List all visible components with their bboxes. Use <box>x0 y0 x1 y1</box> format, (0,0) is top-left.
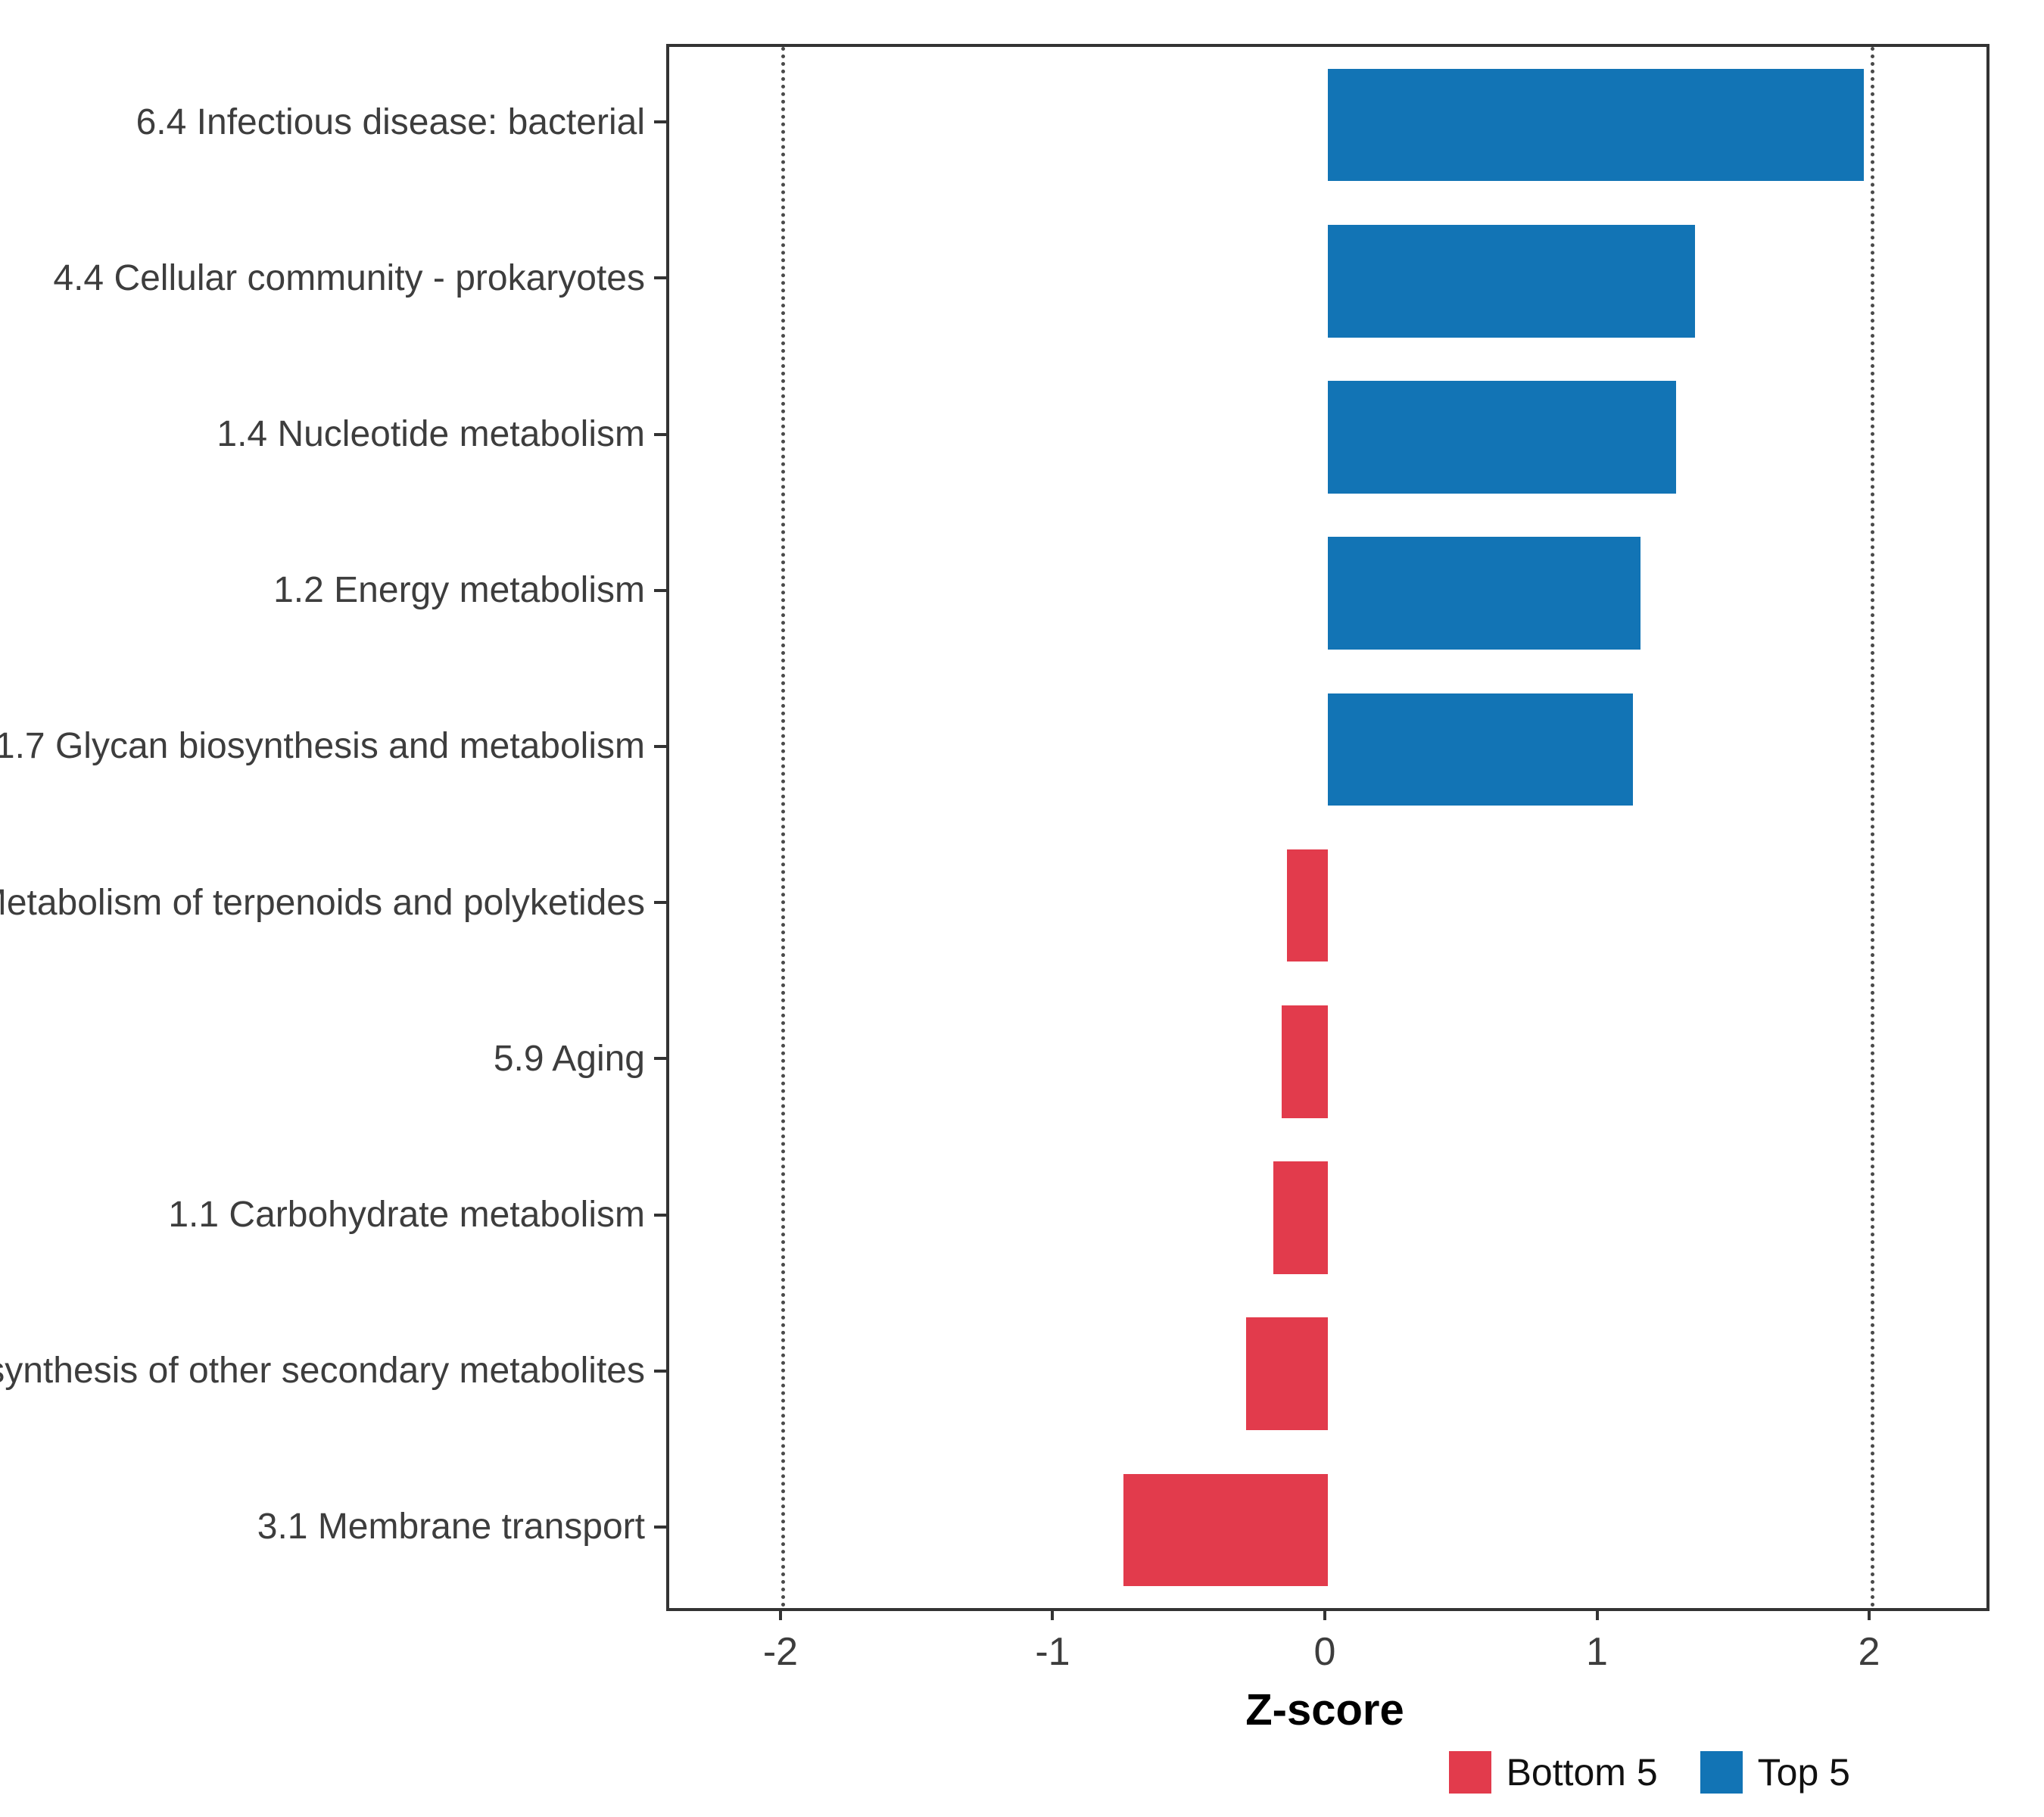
legend-label-bottom5: Bottom 5 <box>1506 1751 1658 1794</box>
y-tick-9 <box>654 1525 666 1529</box>
x-tick-label-2: 2 <box>1858 1630 1880 1674</box>
y-tick-3 <box>654 588 666 592</box>
bar-6 <box>1281 1005 1328 1118</box>
bar-8 <box>1246 1317 1328 1430</box>
y-label-2: 1.4 Nucleotide metabolism <box>217 413 645 454</box>
y-label-1: 4.4 Cellular community - prokaryotes <box>53 257 645 298</box>
legend-swatch-top5 <box>1700 1751 1743 1794</box>
y-label-4: 1.7 Glycan biosynthesis and metabolism <box>0 726 645 767</box>
legend-swatch-bottom5 <box>1448 1751 1491 1794</box>
y-label-9: 3.1 Membrane transport <box>257 1507 645 1547</box>
bar-9 <box>1123 1473 1328 1587</box>
x-tick-label-1: 1 <box>1586 1630 1608 1674</box>
bar-7 <box>1273 1161 1328 1274</box>
y-label-7: 1.1 Carbohydrate metabolism <box>168 1194 645 1235</box>
bar-2 <box>1328 381 1677 494</box>
x-tick-label-0: 0 <box>1313 1630 1336 1674</box>
y-tick-5 <box>654 901 666 905</box>
x-tick--2 <box>778 1608 782 1620</box>
y-label-0: 6.4 Infectious disease: bacterial <box>136 101 645 142</box>
x-tick-label--1: -1 <box>1035 1630 1070 1674</box>
x-tick-2 <box>1868 1608 1871 1620</box>
y-tick-7 <box>654 1213 666 1217</box>
plot-panel <box>666 44 1989 1611</box>
bar-4 <box>1328 693 1633 806</box>
y-tick-2 <box>654 432 666 436</box>
bar-1 <box>1328 225 1696 338</box>
x-tick-0 <box>1323 1608 1326 1620</box>
x-axis-title: Z-score <box>1245 1685 1404 1734</box>
y-label-8: 1.10 Biosynthesis of other secondary met… <box>0 1351 645 1392</box>
y-label-5: 1.9 Metabolism of terpenoids and polyket… <box>0 882 645 923</box>
y-label-3: 1.2 Energy metabolism <box>273 570 645 611</box>
bar-3 <box>1328 537 1641 650</box>
y-label-6: 5.9 Aging <box>493 1038 645 1079</box>
y-tick-1 <box>654 276 666 280</box>
legend-item-bottom5: Bottom 5 <box>1448 1750 1658 1794</box>
x-tick--1 <box>1051 1608 1055 1620</box>
bar-0 <box>1328 68 1865 182</box>
reference-line-2 <box>1870 47 1874 1608</box>
y-tick-6 <box>654 1057 666 1061</box>
y-axis-labels: 6.4 Infectious disease: bacterial 4.4 Cel… <box>0 44 645 1605</box>
y-tick-4 <box>654 744 666 748</box>
legend: Bottom 5 Top 5 <box>1448 1750 1850 1794</box>
y-tick-0 <box>654 120 666 124</box>
x-tick-label--2: -2 <box>762 1630 799 1674</box>
reference-line--2 <box>781 47 786 1608</box>
legend-label-top5: Top 5 <box>1757 1751 1850 1794</box>
y-tick-8 <box>654 1369 666 1373</box>
x-tick-1 <box>1595 1608 1599 1620</box>
legend-item-top5: Top 5 <box>1700 1750 1850 1794</box>
bar-5 <box>1287 849 1328 962</box>
